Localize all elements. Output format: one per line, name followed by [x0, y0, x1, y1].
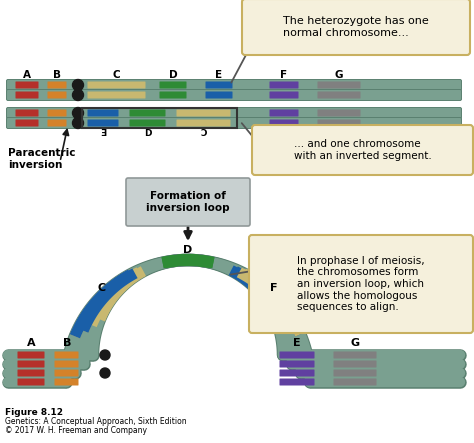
FancyBboxPatch shape [16, 82, 38, 89]
FancyBboxPatch shape [334, 351, 376, 358]
Text: F: F [281, 70, 288, 80]
FancyBboxPatch shape [270, 120, 299, 127]
FancyBboxPatch shape [206, 82, 233, 89]
FancyBboxPatch shape [280, 378, 315, 385]
Text: E: E [216, 70, 223, 80]
Text: G: G [350, 338, 360, 348]
FancyBboxPatch shape [18, 378, 45, 385]
Text: Ǝ: Ǝ [100, 128, 106, 137]
Circle shape [73, 79, 83, 90]
Text: Genetics: A Conceptual Approach, Sixth Edition: Genetics: A Conceptual Approach, Sixth E… [5, 417, 187, 426]
FancyBboxPatch shape [16, 109, 38, 117]
FancyBboxPatch shape [242, 0, 470, 55]
FancyBboxPatch shape [18, 369, 45, 377]
Text: The heterozygote has one
normal chromosome...: The heterozygote has one normal chromoso… [283, 16, 429, 38]
Circle shape [73, 89, 83, 101]
FancyBboxPatch shape [159, 82, 186, 89]
Circle shape [100, 350, 110, 360]
FancyBboxPatch shape [7, 79, 462, 90]
FancyBboxPatch shape [55, 369, 79, 377]
FancyBboxPatch shape [318, 82, 361, 89]
Text: C: C [112, 70, 120, 80]
Text: F: F [270, 284, 278, 293]
Text: © 2017 W. H. Freeman and Company: © 2017 W. H. Freeman and Company [5, 426, 147, 435]
FancyBboxPatch shape [18, 351, 45, 358]
FancyBboxPatch shape [47, 92, 66, 98]
FancyBboxPatch shape [55, 361, 79, 368]
Text: B: B [63, 338, 71, 348]
Text: A: A [23, 70, 31, 80]
FancyBboxPatch shape [206, 92, 233, 98]
FancyBboxPatch shape [334, 378, 376, 385]
Text: ... and one chromosome
with an inverted segment.: ... and one chromosome with an inverted … [293, 139, 431, 161]
FancyBboxPatch shape [249, 235, 473, 333]
Text: E: E [293, 338, 301, 348]
Circle shape [73, 108, 83, 118]
Text: Paracentric
inversion: Paracentric inversion [8, 148, 75, 170]
FancyBboxPatch shape [129, 109, 165, 117]
Text: A: A [27, 338, 35, 348]
FancyBboxPatch shape [318, 109, 361, 117]
FancyBboxPatch shape [47, 120, 66, 127]
FancyBboxPatch shape [159, 92, 186, 98]
FancyBboxPatch shape [88, 120, 118, 127]
FancyBboxPatch shape [7, 89, 462, 101]
FancyBboxPatch shape [252, 125, 473, 175]
FancyBboxPatch shape [334, 361, 376, 368]
FancyBboxPatch shape [176, 109, 230, 117]
FancyBboxPatch shape [318, 120, 361, 127]
FancyBboxPatch shape [16, 92, 38, 98]
Text: D: D [144, 128, 152, 137]
Text: Formation of
inversion loop: Formation of inversion loop [146, 191, 230, 213]
FancyBboxPatch shape [88, 82, 146, 89]
FancyBboxPatch shape [126, 178, 250, 226]
FancyBboxPatch shape [7, 108, 462, 118]
FancyBboxPatch shape [55, 378, 79, 385]
FancyBboxPatch shape [16, 120, 38, 127]
FancyBboxPatch shape [129, 120, 165, 127]
Text: B: B [53, 70, 61, 80]
FancyBboxPatch shape [280, 369, 315, 377]
FancyBboxPatch shape [280, 361, 315, 368]
FancyBboxPatch shape [55, 351, 79, 358]
FancyBboxPatch shape [18, 361, 45, 368]
Text: D: D [169, 70, 177, 80]
FancyBboxPatch shape [270, 82, 299, 89]
FancyBboxPatch shape [88, 92, 146, 98]
Text: G: G [335, 70, 343, 80]
Text: In prophase I of meiosis,
the chromosomes form
an inversion loop, which
allows t: In prophase I of meiosis, the chromosome… [297, 256, 425, 312]
FancyBboxPatch shape [47, 109, 66, 117]
FancyBboxPatch shape [280, 351, 315, 358]
Text: Figure 8.12: Figure 8.12 [5, 408, 63, 417]
FancyBboxPatch shape [270, 109, 299, 117]
Circle shape [73, 117, 83, 128]
Bar [82, 108, 237, 128]
FancyBboxPatch shape [176, 120, 230, 127]
FancyBboxPatch shape [88, 109, 118, 117]
FancyBboxPatch shape [7, 117, 462, 128]
Text: D: D [183, 245, 192, 255]
Text: Ɔ: Ɔ [201, 128, 207, 137]
Circle shape [100, 368, 110, 378]
FancyBboxPatch shape [270, 92, 299, 98]
FancyBboxPatch shape [318, 92, 361, 98]
Text: C: C [98, 284, 106, 293]
FancyBboxPatch shape [334, 369, 376, 377]
FancyBboxPatch shape [47, 82, 66, 89]
